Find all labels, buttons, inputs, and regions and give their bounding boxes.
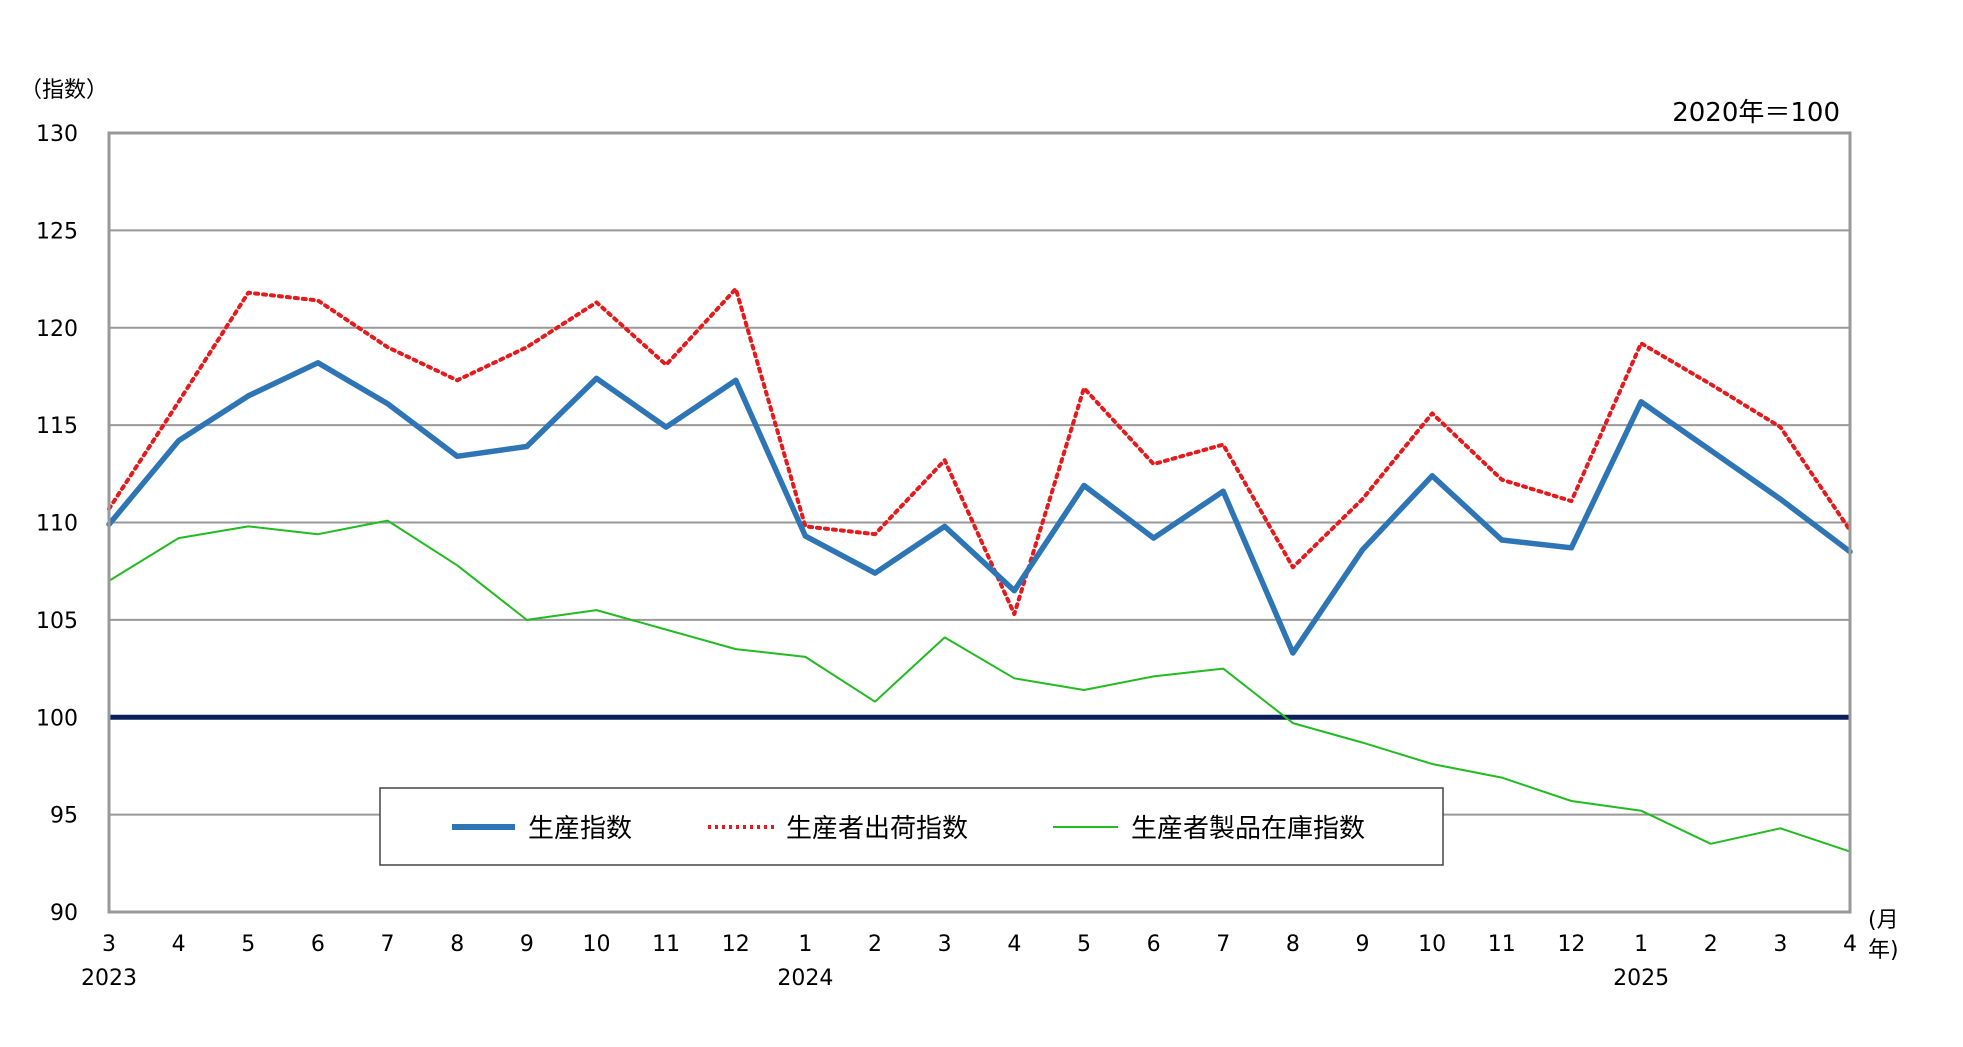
x-tick-label: 11 (1488, 932, 1516, 957)
x-tick-label: 10 (582, 932, 610, 957)
x-axis-unit-label-bottom: 年) (1868, 938, 1899, 963)
x-tick-label: 8 (450, 932, 464, 957)
x-tick-label: 9 (1356, 932, 1370, 957)
series-line-0 (106, 360, 1853, 656)
y-tick-label: 90 (50, 901, 78, 926)
y-tick-label: 105 (36, 609, 78, 634)
x-tick-label: 6 (311, 932, 325, 957)
x-tick-labels: 3 4 5 6 7 8 9 10 11 12 1 2 3 4 5 6 7 8 9 10 11 12 1 2 3 4 (102, 932, 1857, 957)
x-tick-label: 3 (1773, 932, 1787, 957)
x-axis-unit-label-top: (月 (1868, 908, 1899, 933)
x-tick-label: 8 (1286, 932, 1300, 957)
series-line-2 (108, 519, 1851, 853)
year-label: 2025 (1613, 966, 1669, 991)
y-tick-label: 95 (50, 804, 78, 829)
x-tick-label: 6 (1147, 932, 1161, 957)
y-tick-label: 130 (36, 122, 78, 147)
legend-box (379, 787, 1444, 866)
y-tick-labels: 90 95 100 105 110 115 120 125 130 (36, 122, 78, 926)
year-label: 2023 (81, 966, 137, 991)
x-tick-label: 9 (520, 932, 534, 957)
y-tick-label: 110 (36, 512, 78, 537)
x-tick-label: 2 (868, 932, 882, 957)
x-tick-label: 2 (1704, 932, 1718, 957)
x-tick-label: 5 (241, 932, 255, 957)
base-year-note: 2020年＝100 (1672, 98, 1840, 128)
x-tick-label: 7 (1216, 932, 1230, 957)
series-layer (106, 286, 1853, 853)
y-tick-label: 115 (36, 414, 78, 439)
x-tick-label: 12 (1557, 932, 1585, 957)
y-tick-label: 125 (36, 219, 78, 244)
series-line-1 (107, 286, 1852, 616)
x-tick-label: 10 (1418, 932, 1446, 957)
legend-label-inventory: 生産者製品在庫指数 (1131, 814, 1365, 844)
plot-frame (107, 131, 1852, 914)
y-tick-label: 120 (36, 317, 78, 342)
x-tick-label: 3 (938, 932, 952, 957)
x-tick-label: 11 (652, 932, 680, 957)
year-labels: 2023 2024 2025 (81, 966, 1669, 991)
year-label: 2024 (777, 966, 833, 991)
x-tick-label: 7 (381, 932, 395, 957)
x-tick-label: 3 (102, 932, 116, 957)
x-tick-label: 4 (172, 932, 186, 957)
y-axis-unit-label: （指数） (20, 78, 108, 103)
legend-label-shipment: 生産者出荷指数 (786, 814, 968, 844)
x-tick-label: 1 (1634, 932, 1648, 957)
x-tick-label: 1 (798, 932, 812, 957)
gridlines (109, 229, 1850, 816)
x-tick-label: 12 (722, 932, 750, 957)
x-tick-label: 4 (1007, 932, 1021, 957)
legend: 生産指数 生産者出荷指数 生産者製品在庫指数 (379, 787, 1444, 866)
y-tick-label: 100 (36, 706, 78, 731)
legend-label-production: 生産指数 (528, 814, 632, 844)
x-tick-label: 5 (1077, 932, 1091, 957)
x-tick-label: 4 (1843, 932, 1857, 957)
